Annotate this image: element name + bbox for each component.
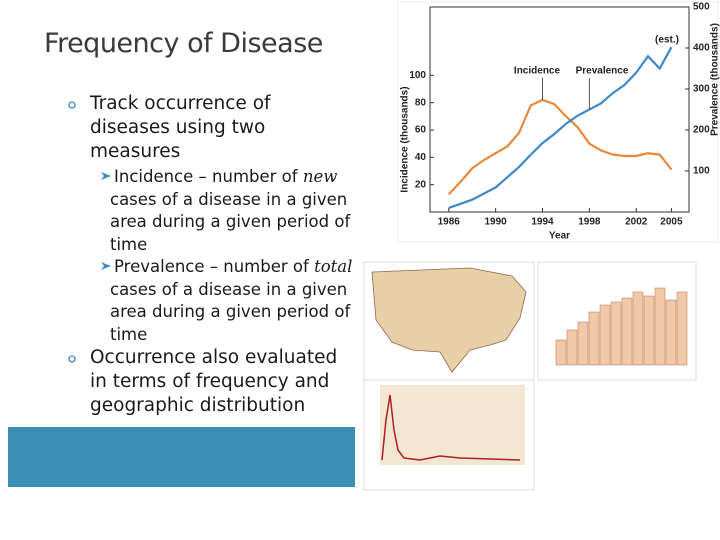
bullet: Occurrence also evaluated in terms of fr… xyxy=(62,346,354,418)
x-tick-label: 1994 xyxy=(531,217,554,228)
y2-tick-label: 200 xyxy=(693,125,710,136)
annotation: (est.) xyxy=(655,35,679,46)
map-shape xyxy=(371,267,527,373)
bullet-text: Occurrence also evaluated in terms of fr… xyxy=(90,347,338,416)
curve-line xyxy=(381,394,521,461)
y-tick-label: 20 xyxy=(415,179,427,190)
sub-bullet-marker xyxy=(101,262,111,270)
plot-frame xyxy=(429,6,690,213)
chart-frame xyxy=(397,1,719,243)
sub-bullet-text: new xyxy=(302,167,338,186)
series-line xyxy=(448,46,673,209)
bullet-text: Track occurrence of diseases using two m… xyxy=(90,93,271,162)
sub-bullet-text: cases of a disease in a given area durin… xyxy=(110,189,351,254)
y2-tick-label: 400 xyxy=(693,43,710,54)
series-line xyxy=(447,98,673,195)
sub-bullet: Incidence – number of new cases of a dis… xyxy=(62,166,354,256)
bullet-list: Track occurrence of diseases using two m… xyxy=(62,92,354,420)
annotation: Prevalence xyxy=(576,66,629,77)
y-axis-label: Incidence (thousands) xyxy=(400,86,411,192)
sub-bullet-text: Incidence – number of xyxy=(114,167,303,186)
bullet-marker xyxy=(68,355,76,363)
y2-axis-label: Prevalence (thousands) xyxy=(710,23,720,136)
curve-bg xyxy=(380,385,525,465)
accent-band xyxy=(8,427,355,487)
bullet: Track occurrence of diseases using two m… xyxy=(62,92,354,164)
x-tick-label: 1990 xyxy=(485,217,508,228)
x-tick-label: 2002 xyxy=(625,217,648,228)
bar-figure xyxy=(555,287,688,366)
sub-bullet-text: cases of a disease in a given area durin… xyxy=(110,279,351,344)
annotation: Incidence xyxy=(514,66,561,77)
sub-bullet-text: total xyxy=(314,257,353,276)
x-tick-label: 2005 xyxy=(660,217,683,228)
y2-tick-label: 300 xyxy=(693,84,710,95)
y-tick-label: 80 xyxy=(415,97,427,108)
y2-tick-label: 500 xyxy=(693,2,710,13)
sub-bullet-marker xyxy=(101,172,111,180)
x-tick-label: 1986 xyxy=(438,217,461,228)
x-tick-label: 1998 xyxy=(578,217,601,228)
x-axis-label: Year xyxy=(549,231,570,242)
sub-bullet-text: Prevalence – number of xyxy=(114,257,315,276)
y2-tick-label: 100 xyxy=(693,166,710,177)
y-tick-label: 100 xyxy=(409,70,426,81)
bullet-marker xyxy=(68,101,76,109)
sub-bullet: Prevalence – number of total cases of a … xyxy=(62,256,354,346)
y-tick-label: 60 xyxy=(415,125,427,136)
y-tick-label: 40 xyxy=(415,152,427,163)
slide-title: Frequency of Disease xyxy=(44,28,323,59)
